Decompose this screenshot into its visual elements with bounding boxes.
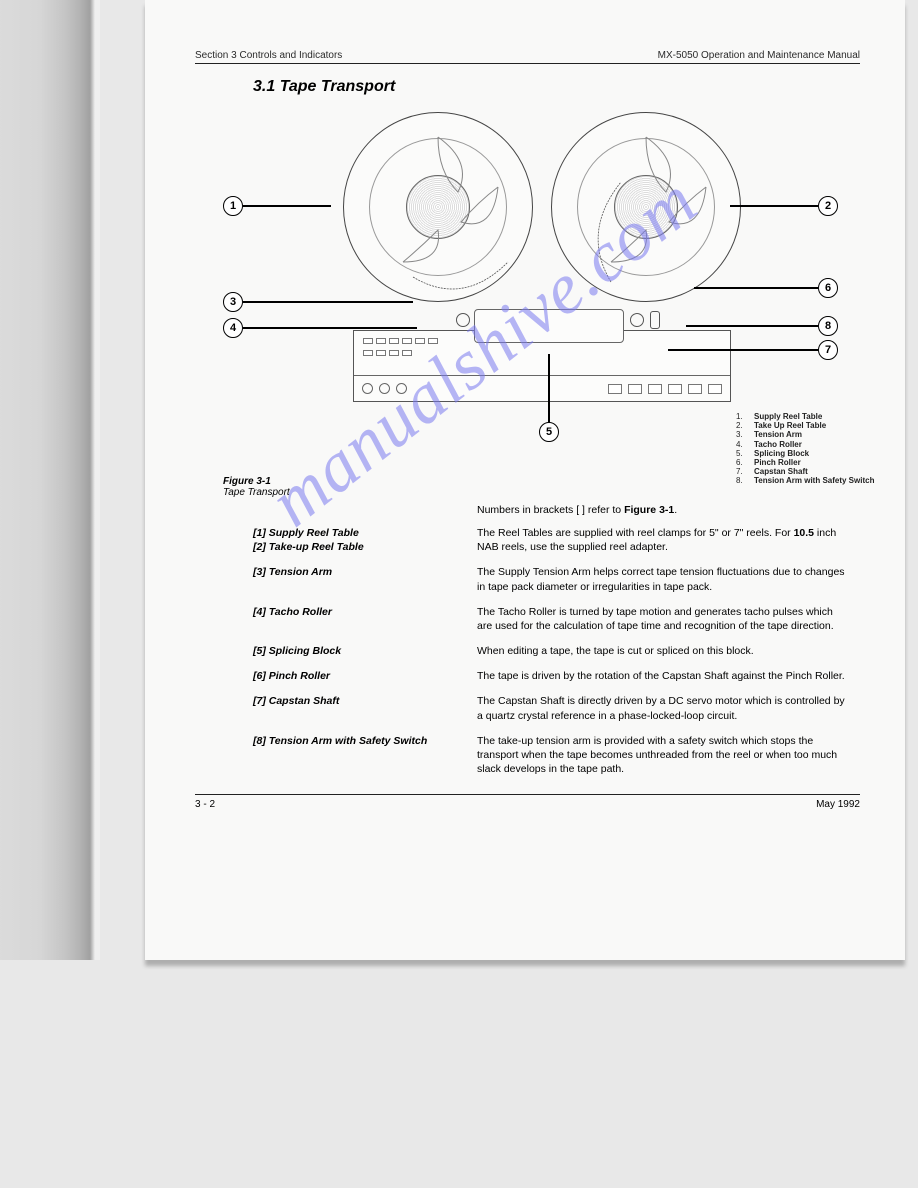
definition-row: [4] Tacho Roller The Tacho Roller is tur…	[253, 605, 850, 633]
header-left: Section 3 Controls and Indicators	[195, 50, 342, 61]
definition-term: [3] Tension Arm	[253, 565, 477, 593]
page-footer: 3 - 2 May 1992	[195, 794, 860, 810]
definition-term: [8] Tension Arm with Safety Switch	[253, 734, 477, 777]
callout-8: 8	[686, 316, 838, 336]
definition-row: [3] Tension Arm The Supply Tension Arm h…	[253, 565, 850, 593]
definition-desc: The Reel Tables are supplied with reel c…	[477, 526, 850, 554]
callout-4: 4	[223, 318, 417, 338]
callout-2: 2	[730, 196, 838, 216]
callout-bubble: 2	[818, 196, 838, 216]
footer-date: May 1992	[816, 799, 860, 810]
callout-5: 5	[539, 354, 559, 442]
reel-spokes-icon	[343, 112, 533, 302]
footer-page-number: 3 - 2	[195, 799, 215, 810]
reel-spokes-icon	[551, 112, 741, 302]
callout-bubble: 6	[818, 278, 838, 298]
definition-row: [1] Supply Reel Table [2] Take-up Reel T…	[253, 526, 850, 554]
callout-bubble: 1	[223, 196, 243, 216]
reference-note: Numbers in brackets [ ] refer to Figure …	[477, 504, 850, 516]
callout-bubble: 8	[818, 316, 838, 336]
definition-term: [4] Tacho Roller	[253, 605, 477, 633]
definition-row: [5] Splicing Block When editing a tape, …	[253, 644, 850, 658]
definition-desc: The tape is driven by the rotation of th…	[477, 669, 850, 683]
figure-caption-title: Figure 3-1	[223, 476, 290, 487]
tape-transport-diagram: 1 3 4 2 6 8	[223, 112, 870, 442]
definition-row: [7] Capstan Shaft The Capstan Shaft is d…	[253, 694, 850, 722]
callout-1: 1	[223, 196, 331, 216]
callout-bubble: 5	[539, 422, 559, 442]
page-content: 3.1 Tape Transport	[195, 78, 860, 776]
definition-row: [6] Pinch Roller The tape is driven by t…	[253, 669, 850, 683]
definition-desc: The Capstan Shaft is directly driven by …	[477, 694, 850, 722]
section-title: 3.1 Tape Transport	[253, 78, 850, 96]
definition-row: [8] Tension Arm with Safety Switch The t…	[253, 734, 850, 777]
definition-term: [1] Supply Reel Table [2] Take-up Reel T…	[253, 526, 477, 554]
callout-6: 6	[694, 278, 838, 298]
definition-desc: The Supply Tension Arm helps correct tap…	[477, 565, 850, 593]
definition-desc: The take-up tension arm is provided with…	[477, 734, 850, 777]
definition-term: [6] Pinch Roller	[253, 669, 477, 683]
callout-3: 3	[223, 292, 413, 312]
running-header: Section 3 Controls and Indicators MX-505…	[195, 50, 860, 64]
callout-bubble: 4	[223, 318, 243, 338]
figure-caption-subtitle: Tape Transport	[223, 487, 290, 498]
callout-7: 7	[668, 340, 838, 360]
definition-term: [5] Splicing Block	[253, 644, 477, 658]
definition-desc: When editing a tape, the tape is cut or …	[477, 644, 850, 658]
callout-bubble: 3	[223, 292, 243, 312]
definition-term: [7] Capstan Shaft	[253, 694, 477, 722]
manual-page: Section 3 Controls and Indicators MX-505…	[145, 0, 905, 960]
scan-shadow	[0, 0, 100, 960]
callout-bubble: 7	[818, 340, 838, 360]
definition-desc: The Tacho Roller is turned by tape motio…	[477, 605, 850, 633]
header-right: MX-5050 Operation and Maintenance Manual	[658, 50, 860, 61]
